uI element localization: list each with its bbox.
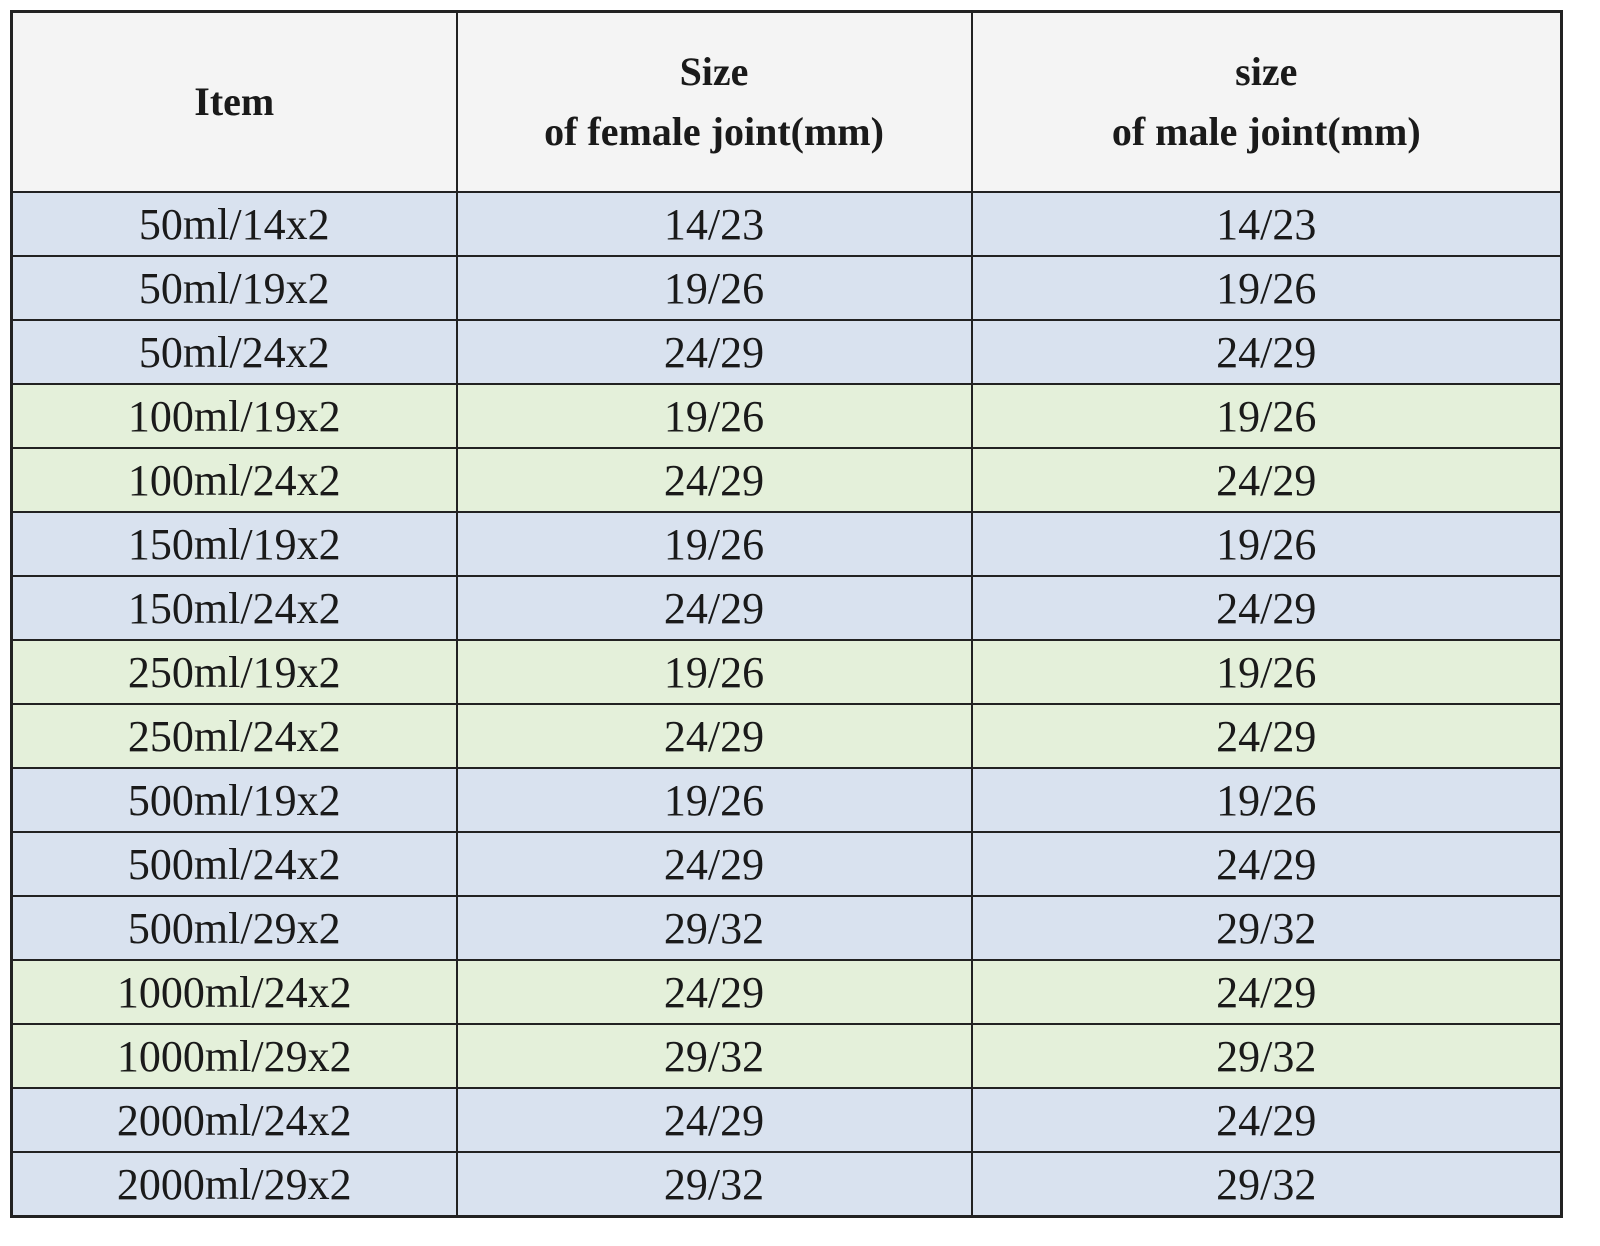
table-cell: 24/29 (455, 319, 973, 385)
table-cell: 29/32 (455, 1023, 973, 1089)
table-row: 50ml/14x2 14/23 14/23 (10, 191, 1563, 257)
table-row: 1000ml/29x2 29/32 29/32 (10, 1023, 1563, 1089)
table-cell: 250ml/19x2 (10, 639, 458, 705)
table-cell: 100ml/19x2 (10, 383, 458, 449)
table-cell: 1000ml/24x2 (10, 959, 458, 1025)
table-cell: 19/26 (970, 639, 1563, 705)
table-cell: 24/29 (455, 831, 973, 897)
header-cell: Item (10, 10, 458, 193)
table-cell: 50ml/24x2 (10, 319, 458, 385)
table-cell: 150ml/19x2 (10, 511, 458, 577)
joint-size-table: Item Size of female joint(mm) size of male… (10, 10, 1563, 1218)
header-row: Item Size of female joint(mm) size of male… (10, 10, 1563, 193)
table-cell: 19/26 (455, 767, 973, 833)
table-row: 50ml/24x2 24/29 24/29 (10, 319, 1563, 385)
table-row: 250ml/24x2 24/29 24/29 (10, 703, 1563, 769)
table-cell: 29/32 (455, 1151, 973, 1218)
table-cell: 24/29 (970, 447, 1563, 513)
table-cell: 19/26 (970, 511, 1563, 577)
table-cell: 24/29 (455, 703, 973, 769)
header-cell: Size of female joint(mm) (455, 10, 973, 193)
table-cell: 24/29 (970, 1087, 1563, 1153)
table-cell: 24/29 (455, 959, 973, 1025)
table-cell: 24/29 (970, 575, 1563, 641)
table-row: 150ml/24x2 24/29 24/29 (10, 575, 1563, 641)
table-cell: 24/29 (970, 703, 1563, 769)
table-cell: 29/32 (970, 895, 1563, 961)
table-cell: 19/26 (970, 767, 1563, 833)
table-cell: 500ml/29x2 (10, 895, 458, 961)
table-cell: 250ml/24x2 (10, 703, 458, 769)
table-row: 150ml/19x2 19/26 19/26 (10, 511, 1563, 577)
table-cell: 19/26 (455, 255, 973, 321)
table-cell: 50ml/14x2 (10, 191, 458, 257)
table-row: 100ml/19x2 19/26 19/26 (10, 383, 1563, 449)
table-cell: 500ml/24x2 (10, 831, 458, 897)
table-cell: 14/23 (970, 191, 1563, 257)
table-cell: 29/32 (970, 1023, 1563, 1089)
table-cell: 24/29 (455, 447, 973, 513)
table-row: 500ml/29x2 29/32 29/32 (10, 895, 1563, 961)
table-cell: 150ml/24x2 (10, 575, 458, 641)
table-cell: 24/29 (970, 831, 1563, 897)
table-cell: 19/26 (970, 255, 1563, 321)
table-cell: 19/26 (455, 511, 973, 577)
table-cell: 100ml/24x2 (10, 447, 458, 513)
table-cell: 2000ml/24x2 (10, 1087, 458, 1153)
table-cell: 24/29 (455, 575, 973, 641)
table-row: 50ml/19x2 19/26 19/26 (10, 255, 1563, 321)
table-cell: 19/26 (455, 639, 973, 705)
table-row: 500ml/24x2 24/29 24/29 (10, 831, 1563, 897)
table-cell: 29/32 (970, 1151, 1563, 1218)
table-row: 250ml/19x2 19/26 19/26 (10, 639, 1563, 705)
table-cell: 24/29 (455, 1087, 973, 1153)
header-cell: size of male joint(mm) (970, 10, 1563, 193)
table-cell: 24/29 (970, 319, 1563, 385)
table-row: 500ml/19x2 19/26 19/26 (10, 767, 1563, 833)
table-cell: 50ml/19x2 (10, 255, 458, 321)
table-cell: 2000ml/29x2 (10, 1151, 458, 1218)
table-cell: 24/29 (970, 959, 1563, 1025)
table-row: 2000ml/29x2 29/32 29/32 (10, 1151, 1563, 1218)
table-row: 1000ml/24x2 24/29 24/29 (10, 959, 1563, 1025)
table-row: 2000ml/24x2 24/29 24/29 (10, 1087, 1563, 1153)
table-row: 100ml/24x2 24/29 24/29 (10, 447, 1563, 513)
table-cell: 19/26 (455, 383, 973, 449)
table-cell: 29/32 (455, 895, 973, 961)
table-cell: 19/26 (970, 383, 1563, 449)
table-cell: 1000ml/29x2 (10, 1023, 458, 1089)
table-cell: 14/23 (455, 191, 973, 257)
table-cell: 500ml/19x2 (10, 767, 458, 833)
